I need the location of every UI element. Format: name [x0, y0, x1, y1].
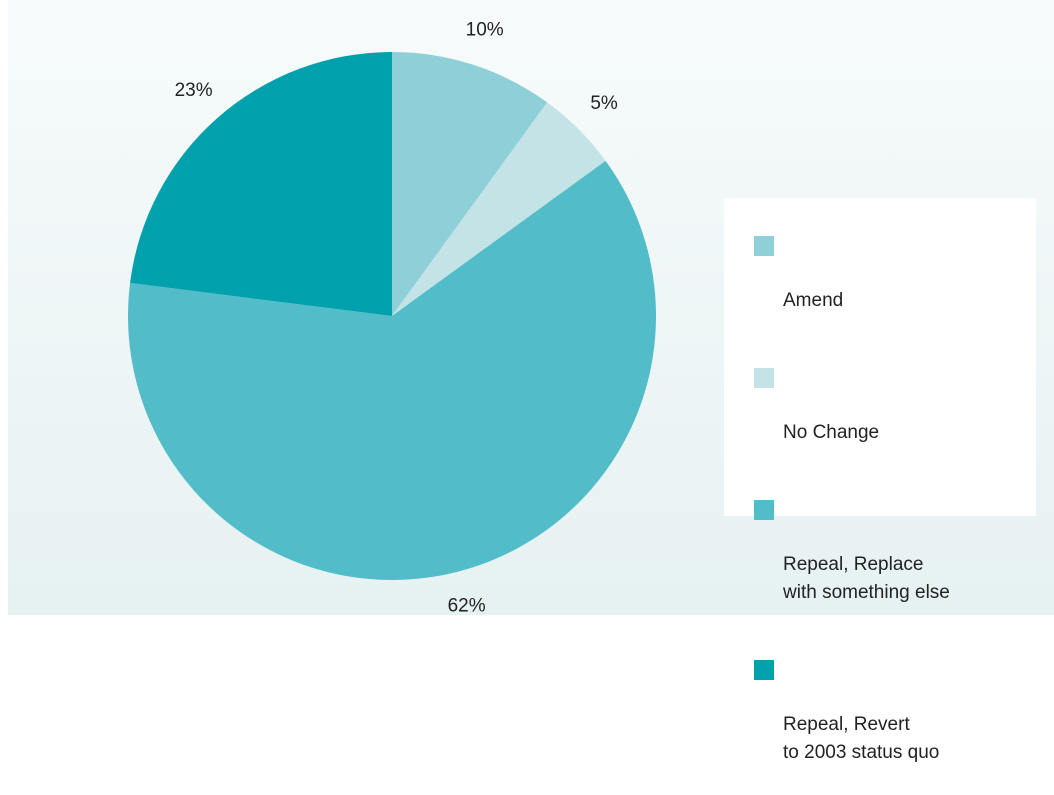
legend-swatch-repeal-revert: [754, 660, 774, 680]
pie-slice-no-change: [392, 102, 606, 316]
pie-slices: [127, 52, 656, 580]
legend-swatch-no-change: [754, 368, 774, 388]
legend-label-no-change: No Change: [783, 422, 880, 443]
legend-item-no-change: No Change: [724, 363, 1036, 475]
legend-label-repeal-revert: Repeal, Revert to 2003 status quo: [783, 714, 940, 763]
legend: Amend No Change Repeal, Replace with som…: [724, 198, 1036, 763]
legend-label-repeal-replace: Repeal, Replace with something else: [783, 554, 950, 603]
pie-labels: 10% 5% 62% 23%: [175, 20, 618, 615]
pie-slice-amend: [392, 52, 548, 316]
pie-chart: 10% 5% 62% 23%: [127, 20, 656, 615]
chart-panel: 10% 5% 62% 23% Amend No Change Repeal, Repl…: [8, 0, 1054, 763]
legend-item-repeal-replace: Repeal, Replace with something else: [724, 495, 1036, 635]
pie-slice-repeal-replace: [127, 160, 656, 580]
legend-item-repeal-revert: Repeal, Revert to 2003 status quo: [724, 655, 1036, 795]
pie-label-repeal-revert: 23%: [175, 80, 213, 101]
legend-item-amend: Amend: [724, 231, 1036, 343]
pie-label-repeal-replace: 62%: [448, 596, 486, 615]
pie-label-no-change: 5%: [590, 93, 618, 114]
pie-slice-repeal-revert: [130, 52, 392, 316]
legend-label-amend: Amend: [783, 290, 844, 311]
legend-swatch-repeal-replace: [754, 500, 774, 520]
pie-label-amend: 10%: [466, 20, 504, 41]
legend-swatch-amend: [754, 236, 774, 256]
